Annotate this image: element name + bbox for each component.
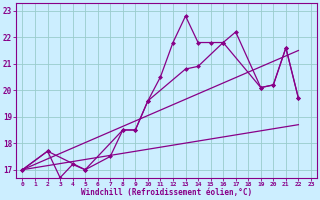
X-axis label: Windchill (Refroidissement éolien,°C): Windchill (Refroidissement éolien,°C) [81, 188, 252, 197]
